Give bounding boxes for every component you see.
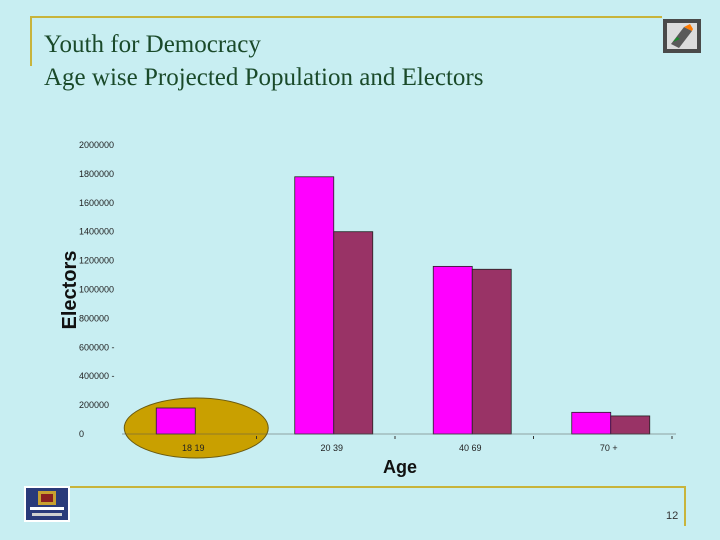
bar-population-0 (155, 407, 196, 435)
frame-top-line (30, 16, 662, 18)
bar-population-2 (432, 265, 473, 435)
y-axis-label: Electors (59, 251, 81, 330)
y-tick-label: 1800000 (79, 169, 114, 179)
y-tick-label: 0 (79, 429, 84, 439)
bar-population-3 (571, 411, 612, 435)
bar-electors-1 (333, 231, 374, 435)
bar-population-1 (294, 176, 335, 435)
y-tick-label: 600000 - (79, 342, 115, 352)
slide-title: Youth for Democracy Age wise Projected P… (44, 28, 483, 94)
page-number: 12 (666, 510, 679, 522)
y-tick-label: 200000 (79, 400, 109, 410)
frame-right-line (684, 486, 686, 526)
x-tick-label: 70 + (600, 443, 618, 453)
y-tick-label: 1400000 (79, 227, 114, 237)
y-tick-label: 1000000 (79, 285, 114, 295)
x-axis-label: Age (383, 457, 417, 477)
bar-electors-2 (471, 268, 512, 435)
x-tick-label: 20 39 (320, 443, 343, 453)
emblem-logo-icon (24, 486, 70, 522)
x-tick-label: 40 69 (459, 443, 482, 453)
x-tick-label: 18 19 (182, 443, 205, 453)
y-tick-label: 800000 (79, 313, 109, 323)
ballot-box-icon (663, 19, 701, 53)
title-line-2: Age wise Projected Population and Electo… (44, 64, 484, 91)
frame-bottom-line (30, 486, 686, 488)
y-tick-label: 2000000 (79, 140, 114, 150)
y-tick-label: 1200000 (79, 256, 114, 266)
title-line-1: Youth for Democracy (44, 31, 261, 58)
y-tick-label: 1600000 (79, 198, 114, 208)
bar-electors-3 (610, 415, 651, 435)
y-tick-label: 400000 - (79, 371, 115, 381)
frame-left-line (30, 16, 32, 66)
